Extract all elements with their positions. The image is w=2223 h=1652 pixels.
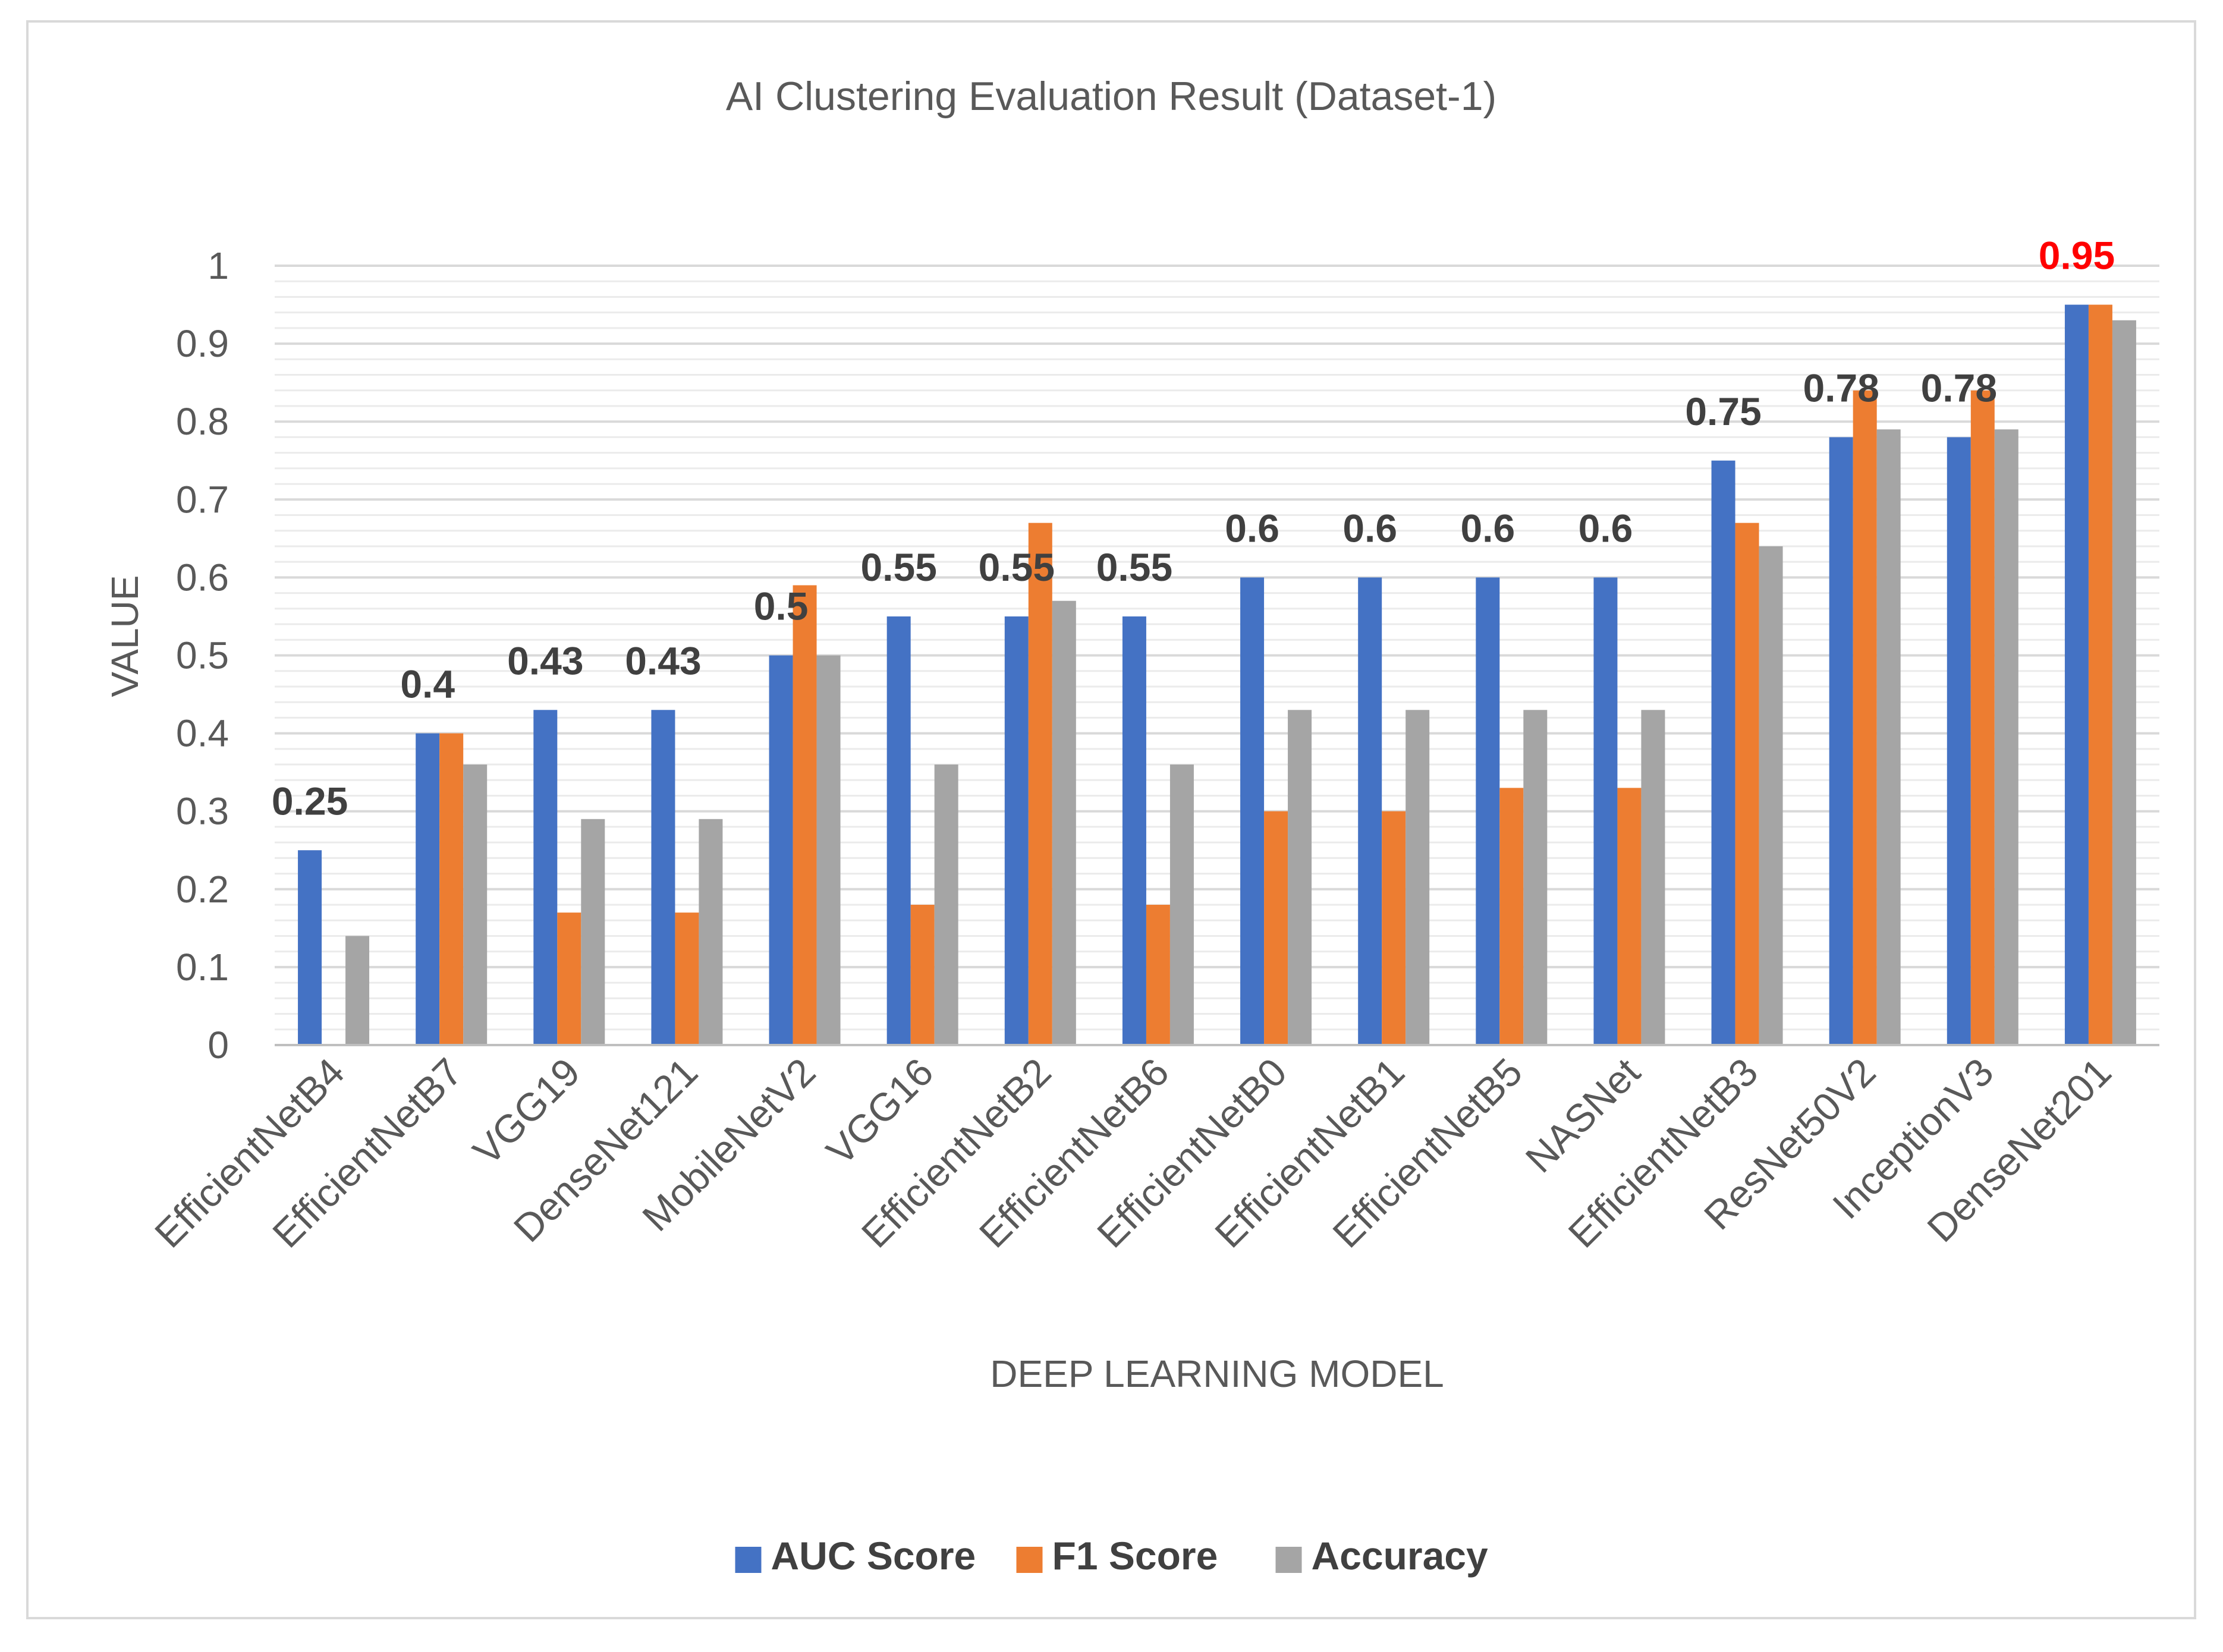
legend-label: F1 Score [1052, 1534, 1218, 1578]
bar-accuracy [463, 764, 488, 1045]
bar-auc-score [1004, 616, 1029, 1045]
bar-auc-score [1593, 577, 1618, 1045]
bars [298, 304, 2136, 1045]
bar-accuracy [816, 655, 841, 1045]
bar-f1-score [1970, 390, 1995, 1045]
y-tick-label: 0.1 [176, 946, 229, 989]
bar-f1-score [2088, 304, 2112, 1045]
data-label: 0.6 [1579, 506, 1633, 550]
bar-f1-score [1617, 788, 1642, 1045]
bar-f1-score [910, 905, 935, 1045]
y-tick-label: 0.7 [176, 478, 229, 521]
bar-accuracy [1994, 429, 2018, 1045]
bar-auc-score [298, 850, 322, 1045]
bar-auc-score [886, 616, 911, 1045]
data-label: 0.78 [1803, 366, 1879, 410]
bar-accuracy [934, 764, 958, 1045]
bar-f1-score [557, 912, 581, 1045]
bar-accuracy [1523, 710, 1548, 1045]
data-label: 0.6 [1460, 506, 1515, 550]
data-label: 0.55 [860, 545, 936, 589]
y-axis-ticks: 0 0.1 0.2 0.3 0.4 0.5 0.6 0.7 0.8 0.9 1 [176, 244, 229, 1066]
y-tick-label: 0.4 [176, 712, 229, 755]
bar-auc-score [2064, 304, 2089, 1045]
bar-accuracy [1759, 546, 1783, 1045]
bar-auc-score [769, 655, 793, 1045]
bar-accuracy [1876, 429, 1901, 1045]
y-tick-label: 0.6 [176, 556, 229, 599]
bar-auc-score [1947, 437, 1971, 1045]
bar-f1-score [1028, 523, 1052, 1045]
y-axis-title: VALUE [103, 575, 146, 697]
legend-label: Accuracy [1312, 1534, 1488, 1578]
data-label: 0.43 [507, 638, 583, 682]
y-tick-label: 0.8 [176, 400, 229, 443]
data-label: 0.25 [272, 779, 348, 823]
bar-auc-score [1711, 460, 1735, 1045]
y-tick-label: 0.9 [176, 322, 229, 365]
bar-f1-score [1264, 811, 1288, 1045]
bar-f1-score [793, 585, 817, 1045]
legend: AUC Score F1 Score Accuracy [735, 1534, 1488, 1578]
bar-auc-score [416, 733, 440, 1045]
bar-auc-score [1476, 577, 1500, 1045]
y-tick-label: 0.5 [176, 634, 229, 677]
data-label: 0.4 [400, 662, 455, 706]
bar-accuracy [2112, 320, 2136, 1045]
bar-accuracy [1169, 764, 1194, 1045]
data-label: 0.55 [979, 545, 1055, 589]
legend-swatch-accuracy [1275, 1547, 1302, 1573]
x-axis-title: DEEP LEARNING MODEL [990, 1352, 1444, 1395]
chart-title: AI Clustering Evaluation Result (Dataset… [726, 74, 1496, 119]
bar-auc-score [533, 710, 558, 1045]
y-tick-label: 0.2 [176, 868, 229, 911]
data-label: 0.55 [1096, 545, 1172, 589]
bar-f1-score [1735, 523, 1759, 1045]
x-axis-categories: EfficientNetB4EfficientNetB7VGG19DenseNe… [146, 1050, 2120, 1256]
bar-accuracy [1406, 710, 1430, 1045]
legend-label: AUC Score [771, 1534, 976, 1578]
data-labels: 0.25 0.4 0.43 0.43 0.5 0.55 0.55 0.55 0.6 0.6 0.6 0… [272, 234, 2115, 823]
bar-accuracy [1052, 600, 1076, 1045]
bar-f1-score [1382, 811, 1406, 1045]
legend-swatch-auc-score [735, 1547, 762, 1573]
bar-f1-score [675, 912, 699, 1045]
bar-f1-score [1853, 390, 1877, 1045]
bar-accuracy [345, 936, 370, 1045]
y-tick-label: 0 [207, 1024, 229, 1066]
bar-f1-score [1499, 788, 1524, 1045]
bar-auc-score [1122, 616, 1146, 1045]
data-label: 0.95 [2039, 234, 2115, 278]
bar-accuracy [699, 819, 723, 1045]
bar-accuracy [1641, 710, 1665, 1045]
data-label: 0.43 [625, 638, 701, 682]
data-label: 0.5 [754, 584, 809, 628]
data-label: 0.6 [1342, 506, 1397, 550]
bar-auc-score [651, 710, 675, 1045]
legend-swatch-f1-score [1016, 1547, 1043, 1573]
data-label: 0.75 [1685, 389, 1761, 433]
bar-auc-score [1358, 577, 1382, 1045]
bar-accuracy [581, 819, 605, 1045]
data-label: 0.78 [1921, 366, 1997, 410]
y-tick-label: 0.3 [176, 790, 229, 833]
bar-auc-score [1829, 437, 1853, 1045]
y-tick-label: 1 [207, 244, 229, 287]
bar-accuracy [1288, 710, 1312, 1045]
data-label: 0.6 [1225, 506, 1279, 550]
bar-auc-score [1240, 577, 1265, 1045]
bar-f1-score [439, 733, 464, 1045]
bar-f1-score [1146, 905, 1170, 1045]
